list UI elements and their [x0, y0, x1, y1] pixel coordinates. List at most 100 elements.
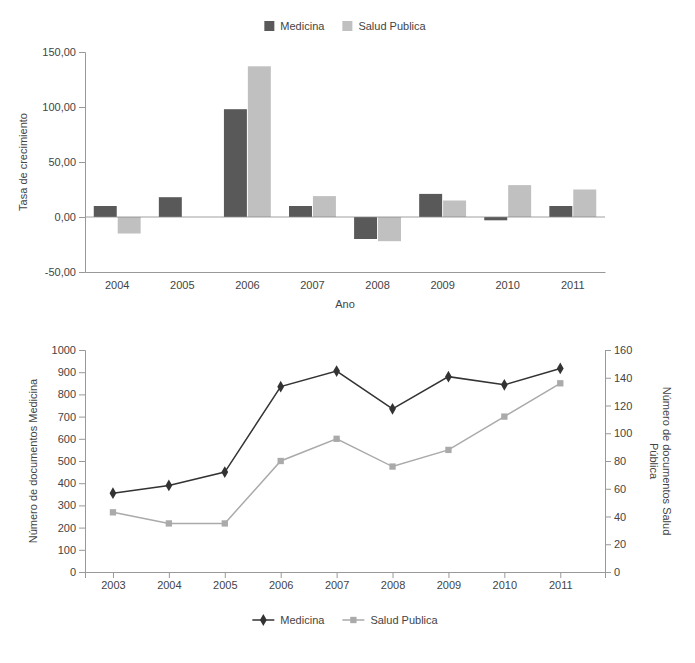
tick-label: 2007: [325, 579, 349, 591]
tick: 2011: [549, 572, 573, 591]
tick: 400: [58, 477, 85, 489]
tick-mark: [79, 550, 85, 551]
marker: [333, 436, 339, 442]
tick-label: 500: [58, 455, 76, 467]
tick: 100: [605, 427, 632, 439]
tick-mark: [79, 439, 85, 440]
y2-axis-title-line: Número de documentos Salud: [661, 387, 673, 536]
marker: [501, 413, 507, 419]
tick: 200: [58, 522, 85, 534]
marker: [277, 381, 284, 393]
tick: 140: [605, 372, 632, 384]
tick: 100: [58, 544, 85, 556]
marker: [278, 458, 284, 464]
tick-label: 2009: [437, 579, 461, 591]
bar: [118, 217, 141, 234]
bar: [378, 217, 401, 241]
tick-mark: [337, 572, 338, 578]
marker: [110, 509, 116, 515]
tick-label: 100: [58, 544, 76, 556]
bar: [419, 194, 442, 217]
tick-label: 0,00: [55, 211, 76, 223]
tick: 2009: [437, 572, 461, 591]
legend-marker: [350, 617, 356, 623]
tick-mark: [605, 378, 611, 379]
tick-label: 1000: [52, 344, 76, 356]
tick: 0: [70, 566, 85, 578]
tick-mark: [605, 406, 611, 407]
line: [113, 368, 560, 493]
tick: 600: [58, 433, 85, 445]
legend-label: Salud Publica: [370, 614, 438, 626]
tick-label: 2009: [430, 279, 454, 291]
y-axis-title: Número de documentos Medicina: [27, 378, 39, 543]
plot-area: [110, 363, 564, 527]
tick-label: 200: [58, 522, 76, 534]
marker: [445, 371, 452, 383]
tick: 2007: [300, 279, 324, 291]
tick-mark: [79, 483, 85, 484]
tick-label: 100: [614, 427, 632, 439]
marker: [445, 447, 451, 453]
marker: [166, 520, 172, 526]
tick-mark: [79, 52, 85, 53]
tick-mark: [79, 528, 85, 529]
axis-line: [606, 351, 612, 573]
bar: [573, 190, 596, 218]
tick: -50,00: [45, 266, 85, 278]
tick: 60: [605, 483, 626, 495]
bar: [94, 206, 117, 217]
tick-mark: [79, 417, 85, 418]
tick: 40: [605, 511, 626, 523]
tick: 0: [605, 566, 620, 578]
tick-label: 2011: [549, 579, 573, 591]
tick-label: 400: [58, 477, 76, 489]
chart: 20042005200620072008200920102011-50,000,…: [0, 0, 695, 663]
tick-label: 60: [614, 483, 626, 495]
x-axis: 20042005200620072008200920102011: [86, 273, 606, 291]
marker: [557, 380, 563, 386]
bar: [549, 206, 572, 217]
tick: 2009: [430, 279, 454, 291]
tick-mark: [79, 107, 85, 108]
tick: 2008: [365, 279, 389, 291]
tick-mark: [605, 572, 611, 573]
bar: [289, 206, 312, 217]
axis-line: [86, 573, 606, 579]
tick-label: 800: [58, 388, 76, 400]
legend-item: Salud Publica: [342, 614, 438, 626]
legend: MedicinaSalud Publica: [264, 20, 426, 32]
tick-label: 120: [614, 400, 632, 412]
tick-label: 150,00: [42, 46, 76, 58]
tick-mark: [113, 572, 114, 578]
tick-label: 2003: [101, 579, 125, 591]
tick-label: 2010: [495, 279, 519, 291]
tick-label: 140: [614, 372, 632, 384]
tick-label: 50,00: [48, 156, 76, 168]
tick: 2010: [493, 572, 517, 591]
x-axis: 200320042005200620072008200920102011: [86, 572, 606, 591]
tick-label: 2008: [381, 579, 405, 591]
legend-label: Medicina: [280, 614, 325, 626]
tick-mark: [79, 461, 85, 462]
marker: [557, 363, 564, 375]
bar: [354, 217, 377, 239]
y2-axis: 020406080100120140160: [605, 344, 632, 578]
y2-axis-title-line: Pública: [648, 443, 660, 480]
tick: 0,00: [55, 211, 85, 223]
tick-label: 2007: [300, 279, 324, 291]
tick: 1000: [52, 344, 85, 356]
marker: [389, 463, 395, 469]
marker: [333, 365, 340, 377]
tick: 2006: [235, 279, 259, 291]
tick-mark: [560, 572, 561, 578]
plot-area: [85, 66, 605, 241]
tick-mark: [79, 394, 85, 395]
baseline: [85, 217, 605, 218]
bar: [248, 66, 271, 217]
legend-item: Medicina: [264, 20, 325, 32]
bar: [159, 197, 182, 217]
tick: 2005: [213, 572, 237, 591]
bar-series: [94, 109, 573, 239]
tick: 300: [58, 499, 85, 511]
